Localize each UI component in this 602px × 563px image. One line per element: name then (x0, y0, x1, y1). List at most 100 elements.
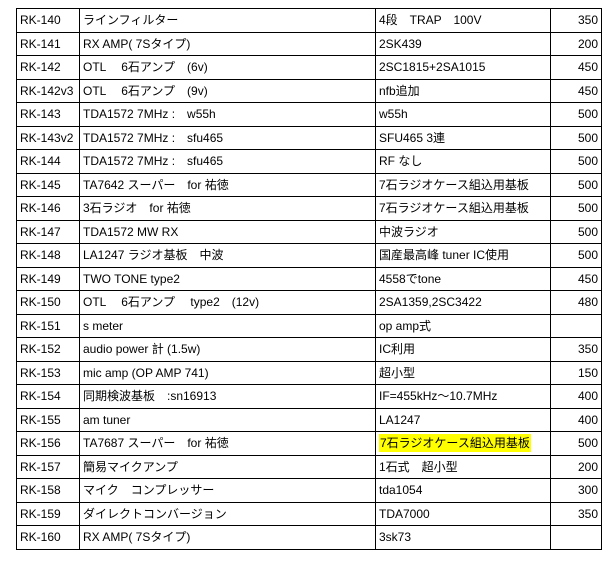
part-id-cell: RK-151 (16, 313, 80, 338)
table-row: RK-142 OTL 6石アンプ (6v) 2SC1815+2SA1015 450 (16, 55, 602, 80)
table-row: RK-151 s meter op amp式 (16, 313, 602, 338)
table-row: RK-154 同期検波基板 :sn16913 IF=455kHz～10.7MHz 40… (16, 384, 602, 409)
part-name-cell: ダイレクトコンバージョン (79, 501, 376, 526)
part-name-cell: RX AMP( 7Sタイプ) (79, 31, 376, 56)
part-number-cell: 500 (550, 243, 602, 268)
part-name-cell: 簡易マイクアンプ (79, 454, 376, 479)
part-id-cell: RK-148 (16, 243, 80, 268)
part-number-cell: 450 (550, 55, 602, 80)
part-name-cell: audio power 計 (1.5w) (79, 337, 376, 362)
part-id-cell: RK-156 (16, 431, 80, 456)
part-name-cell: OTL 6石アンプ type2 (12v) (79, 290, 376, 315)
table-row: RK-158 マイク コンプレッサー tda1054 300 (16, 478, 602, 503)
part-name-cell: 3石ラジオ for 祐徳 (79, 196, 376, 221)
part-name-cell: TDA1572 7MHz : sfu465 (79, 125, 376, 150)
table-row: RK-150 OTL 6石アンプ type2 (12v) 2SA1359,2SC34… (16, 290, 602, 315)
part-number-cell: 150 (550, 360, 602, 385)
part-number-cell: 450 (550, 266, 602, 291)
part-id-cell: RK-143v2 (16, 125, 80, 150)
part-number-cell: 500 (550, 431, 602, 456)
table-row: RK-153 mic amp (OP AMP 741) 超小型 150 (16, 360, 602, 385)
part-number-cell: 200 (550, 31, 602, 56)
table-row: RK-159 ダイレクトコンバージョン TDA7000 350 (16, 501, 602, 526)
part-id-cell: RK-160 (16, 525, 80, 550)
part-name-cell: RX AMP( 7Sタイプ) (79, 525, 376, 550)
table-row: RK-141 RX AMP( 7Sタイプ) 2SK439 200 (16, 31, 602, 56)
part-id-cell: RK-147 (16, 219, 80, 244)
table-row: RK-149 TWO TONE type2 4558でtone 450 (16, 266, 602, 291)
part-number-cell: 500 (550, 196, 602, 221)
part-number-cell: 200 (550, 454, 602, 479)
part-note-cell: 3sk73 (375, 525, 551, 550)
part-name-cell: TA7687 スーパー for 祐徳 (79, 431, 376, 456)
part-note-cell: 7石ラジオケース組込用基板 (375, 431, 551, 456)
table-row: RK-156 TA7687 スーパー for 祐徳 7石ラジオケース組込用基板 500 (16, 431, 602, 456)
part-number-cell: 500 (550, 172, 602, 197)
part-note-cell: RF なし (375, 149, 551, 174)
part-number-cell: 400 (550, 384, 602, 409)
part-note-cell: 中波ラジオ (375, 219, 551, 244)
part-number-cell: 500 (550, 102, 602, 127)
table-row: RK-144 TDA1572 7MHz : sfu465 RF なし 500 (16, 149, 602, 174)
part-note-cell: tda1054 (375, 478, 551, 503)
part-name-cell: 同期検波基板 :sn16913 (79, 384, 376, 409)
part-name-cell: TDA1572 7MHz : w55h (79, 102, 376, 127)
part-note-cell: SFU465 3連 (375, 125, 551, 150)
part-id-cell: RK-158 (16, 478, 80, 503)
part-id-cell: RK-157 (16, 454, 80, 479)
part-id-cell: RK-150 (16, 290, 80, 315)
part-note-cell: 1石式 超小型 (375, 454, 551, 479)
part-note-cell: w55h (375, 102, 551, 127)
part-number-cell: 300 (550, 478, 602, 503)
part-note-cell: 2SC1815+2SA1015 (375, 55, 551, 80)
part-note-cell: 7石ラジオケース組込用基板 (375, 196, 551, 221)
table-row: RK-160 RX AMP( 7Sタイプ) 3sk73 (16, 525, 602, 550)
part-id-cell: RK-141 (16, 31, 80, 56)
part-id-cell: RK-154 (16, 384, 80, 409)
part-number-cell: 500 (550, 149, 602, 174)
table-row: RK-147 TDA1572 MW RX 中波ラジオ 500 (16, 219, 602, 244)
part-note-cell: nfb追加 (375, 78, 551, 103)
part-name-cell: mic amp (OP AMP 741) (79, 360, 376, 385)
part-note-cell: LA1247 (375, 407, 551, 432)
part-id-cell: RK-144 (16, 149, 80, 174)
table-row: RK-155 am tuner LA1247 400 (16, 407, 602, 432)
part-note-cell: IC利用 (375, 337, 551, 362)
table-row: RK-143v2 TDA1572 7MHz : sfu465 SFU465 3連 50… (16, 125, 602, 150)
part-id-cell: RK-152 (16, 337, 80, 362)
part-id-cell: RK-146 (16, 196, 80, 221)
table-row: RK-148 LA1247 ラジオ基板 中波 国産最高峰 tuner IC使用 500 (16, 243, 602, 268)
part-id-cell: RK-142 (16, 55, 80, 80)
part-id-cell: RK-155 (16, 407, 80, 432)
part-id-cell: RK-149 (16, 266, 80, 291)
part-note-cell: op amp式 (375, 313, 551, 338)
part-name-cell: TDA1572 MW RX (79, 219, 376, 244)
part-note-cell: TDA7000 (375, 501, 551, 526)
part-name-cell: ラインフィルター (79, 8, 376, 33)
part-number-cell: 500 (550, 125, 602, 150)
part-note-cell: 4558でtone (375, 266, 551, 291)
part-id-cell: RK-145 (16, 172, 80, 197)
table-row: RK-152 audio power 計 (1.5w) IC利用 350 (16, 337, 602, 362)
part-name-cell: LA1247 ラジオ基板 中波 (79, 243, 376, 268)
part-id-cell: RK-142v3 (16, 78, 80, 103)
part-note-cell: IF=455kHz～10.7MHz (375, 384, 551, 409)
parts-table: RK-140 ラインフィルター 4段 TRAP 100V 350 RK-141 RX AM… (16, 8, 602, 550)
part-name-cell: s meter (79, 313, 376, 338)
table-row: RK-140 ラインフィルター 4段 TRAP 100V 350 (16, 8, 602, 33)
part-note-cell: 2SK439 (375, 31, 551, 56)
table-row: RK-146 3石ラジオ for 祐徳 7石ラジオケース組込用基板 500 (16, 196, 602, 221)
part-note-cell: 7石ラジオケース組込用基板 (375, 172, 551, 197)
part-name-cell: OTL 6石アンプ (6v) (79, 55, 376, 80)
part-note-cell: 4段 TRAP 100V (375, 8, 551, 33)
part-number-cell: 500 (550, 219, 602, 244)
part-name-cell: OTL 6石アンプ (9v) (79, 78, 376, 103)
part-name-cell: am tuner (79, 407, 376, 432)
part-name-cell: マイク コンプレッサー (79, 478, 376, 503)
part-note-cell: 2SA1359,2SC3422 (375, 290, 551, 315)
part-name-cell: TDA1572 7MHz : sfu465 (79, 149, 376, 174)
part-name-cell: TA7642 スーパー for 祐徳 (79, 172, 376, 197)
highlighted-note: 7石ラジオケース組込用基板 (379, 434, 531, 453)
part-number-cell: 480 (550, 290, 602, 315)
part-id-cell: RK-159 (16, 501, 80, 526)
